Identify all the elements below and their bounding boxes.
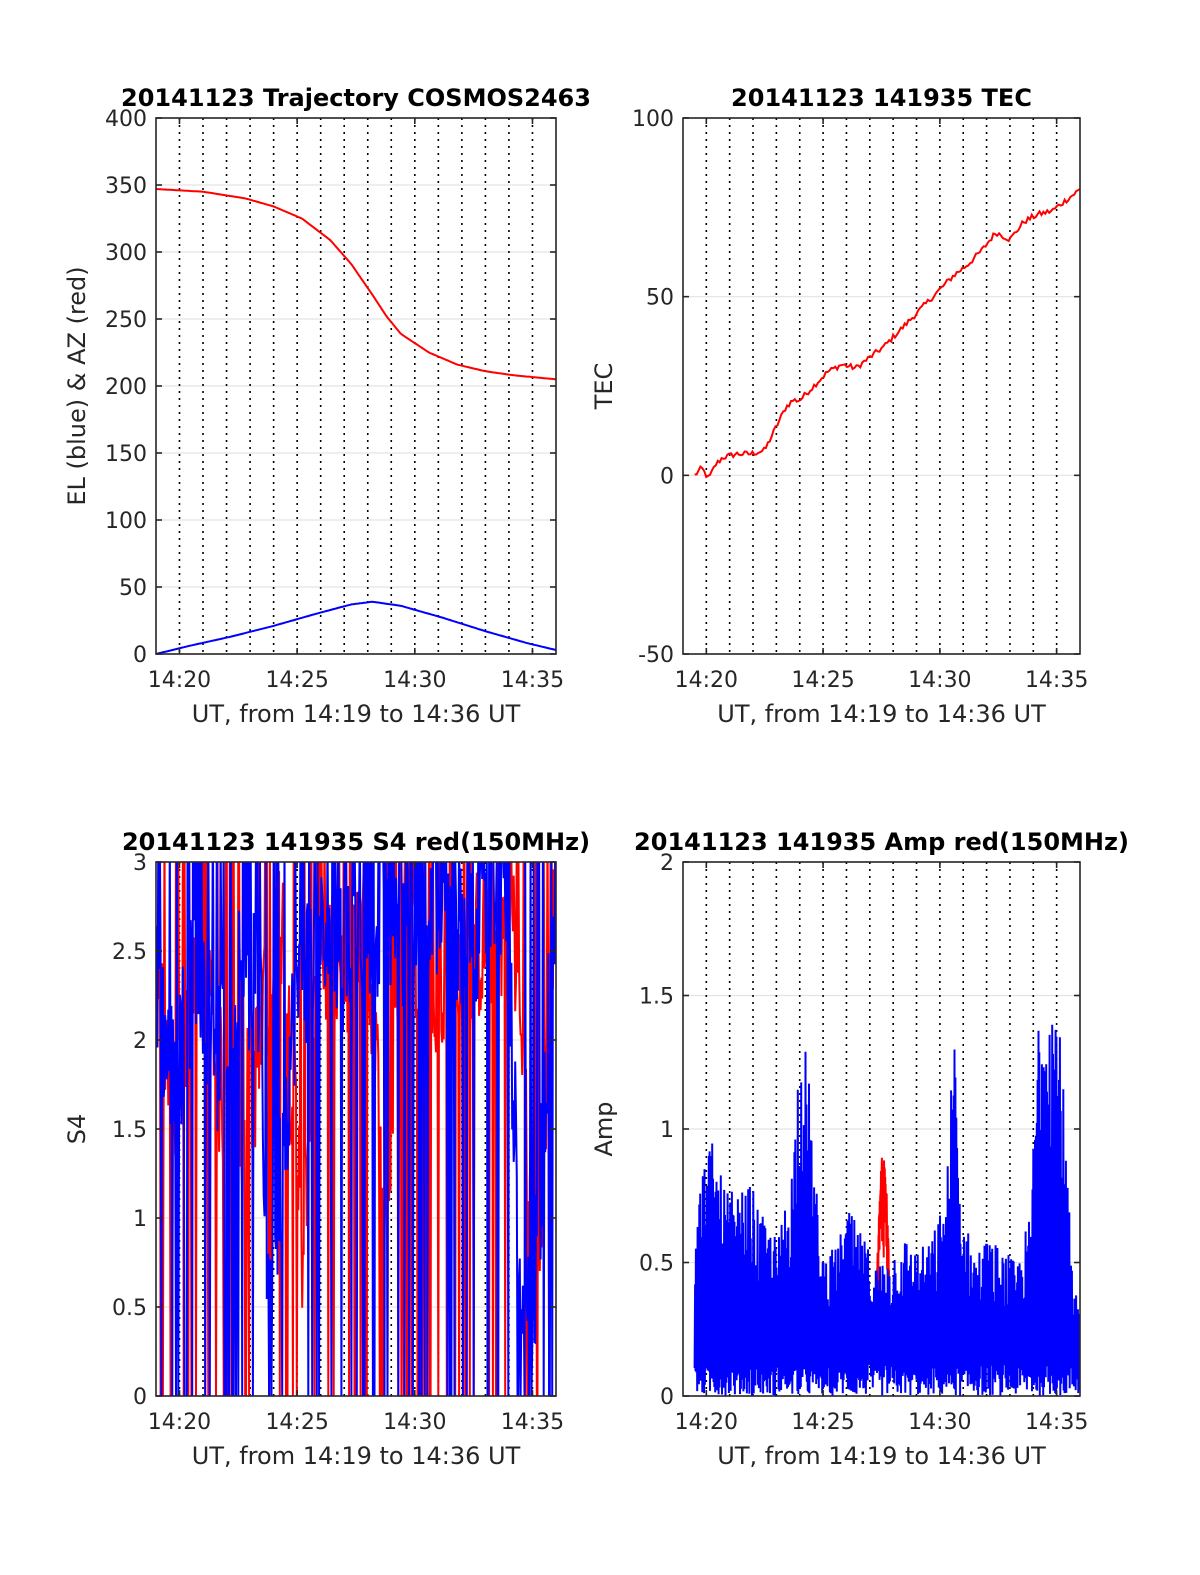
s4-ytick-label: 2	[133, 1029, 147, 1054]
tec-ytick-label: 50	[646, 286, 674, 311]
amp-ytick-label: 0.5	[639, 1252, 674, 1277]
tec-axes-box	[682, 117, 1081, 655]
traj-xtick-label: 14:20	[148, 668, 211, 693]
traj-ytick-label: 0	[133, 643, 147, 668]
traj-xtick-label: 14:30	[383, 668, 446, 693]
traj-series-line	[156, 188, 556, 381]
tec-chart: -50 0 50 100 14:20 14:25 14:30 14:35 20141123 14…	[590, 84, 1088, 728]
tec-ytick-label: -50	[638, 643, 674, 668]
tec-chart-title: 20141123 141935 TEC	[731, 84, 1032, 112]
traj-ytick-label: 350	[105, 174, 147, 199]
s4-ytick-label: 0	[133, 1385, 147, 1410]
tec-x-axis-label: UT, from 14:19 to 14:36 UT	[717, 700, 1046, 728]
amp-series-line	[875, 1157, 891, 1320]
amp-ytick-label: 1.5	[639, 985, 674, 1010]
traj-xtick-label: 14:35	[501, 668, 564, 693]
traj-y-axis-label: EL (blue) & AZ (red)	[63, 266, 91, 505]
traj-chart-title: 20141123 Trajectory COSMOS2463	[121, 84, 591, 112]
s4-xtick-label: 14:30	[383, 1410, 446, 1435]
s4-ytick-label: 2.5	[112, 940, 147, 965]
tec-xtick-label: 14:25	[791, 668, 854, 693]
amp-x-axis-label: UT, from 14:19 to 14:36 UT	[717, 1442, 1046, 1470]
s4-xtick-label: 14:35	[501, 1410, 564, 1435]
tec-ytick-label: 0	[660, 464, 674, 489]
traj-x-axis-label: UT, from 14:19 to 14:36 UT	[192, 700, 521, 728]
s4-chart: 0 0.5 1 1.5 2 2.5 3 14:20 14:25 14:30 14:35 2014112…	[63, 828, 590, 1470]
s4-chart-title: 20141123 141935 S4 red(150MHz)	[122, 828, 590, 856]
traj-series-line	[156, 600, 556, 654]
amp-series-line	[693, 1024, 1080, 1396]
amp-y-axis-label: Amp	[590, 1101, 618, 1156]
traj-ytick-label: 150	[105, 442, 147, 467]
s4-ytick-label: 1.5	[112, 1118, 147, 1143]
amp-xtick-label: 14:25	[791, 1410, 854, 1435]
amp-ytick-label: 1	[660, 1118, 674, 1143]
traj-ytick-label: 300	[105, 241, 147, 266]
s4-ytick-label: 3	[133, 851, 147, 876]
s4-x-axis-label: UT, from 14:19 to 14:36 UT	[192, 1442, 521, 1470]
amp-xtick-label: 14:30	[908, 1410, 971, 1435]
amp-ytick-label: 2	[660, 851, 674, 876]
traj-ytick-label: 200	[105, 375, 147, 400]
s4-series-line	[156, 862, 556, 1396]
tec-xtick-label: 14:35	[1025, 668, 1088, 693]
s4-y-axis-label: S4	[63, 1114, 91, 1145]
tec-ytick-label: 100	[632, 107, 674, 132]
amp-chart-title: 20141123 141935 Amp red(150MHz)	[634, 828, 1129, 856]
amp-ytick-label: 0	[660, 1385, 674, 1410]
s4-xtick-label: 14:25	[265, 1410, 328, 1435]
traj-ytick-label: 250	[105, 308, 147, 333]
traj-ytick-label: 100	[105, 509, 147, 534]
amp-chart: 0 0.5 1 1.5 2 14:20 14:25 14:30 14:35 20141123 14…	[590, 828, 1129, 1470]
tec-y-axis-label: TEC	[590, 363, 618, 411]
s4-ytick-label: 0.5	[112, 1296, 147, 1321]
s4-ytick-label: 1	[133, 1207, 147, 1232]
s4-xtick-label: 14:20	[148, 1410, 211, 1435]
tec-xtick-label: 14:20	[675, 668, 738, 693]
traj-ytick-label: 50	[119, 576, 147, 601]
tec-series-line	[694, 188, 1080, 479]
amp-xtick-label: 14:20	[675, 1410, 738, 1435]
traj-chart: 0 50 100 150 200 250 300 350 400 14:20 14:25 14:30 1…	[63, 84, 591, 728]
traj-xtick-label: 14:25	[265, 668, 328, 693]
tec-xtick-label: 14:30	[908, 668, 971, 693]
traj-ytick-label: 400	[105, 107, 147, 132]
amp-xtick-label: 14:35	[1025, 1410, 1088, 1435]
